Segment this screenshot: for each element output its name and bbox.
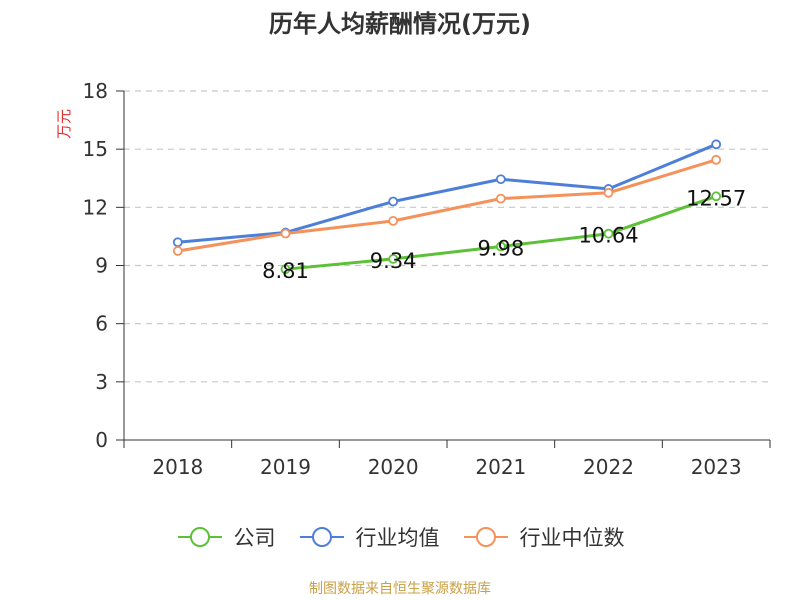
data-point xyxy=(711,154,722,165)
legend-marker-industry-median xyxy=(463,527,508,547)
legend-label-company: 公司 xyxy=(233,526,276,550)
y-tick-label: 18 xyxy=(83,79,108,103)
legend-item-company[interactable]: 公司 xyxy=(176,522,276,552)
y-tick-label: 0 xyxy=(95,428,108,452)
legend-item-industry-avg[interactable]: 行业均值 xyxy=(298,522,440,552)
data-point xyxy=(711,191,722,202)
series-line xyxy=(177,158,717,253)
data-point xyxy=(172,237,183,248)
x-tick-label: 2018 xyxy=(152,455,203,479)
data-point xyxy=(388,216,399,226)
y-tick-label: 12 xyxy=(83,195,108,219)
data-label: 10.64 xyxy=(578,224,638,248)
y-tick-label: 6 xyxy=(95,312,108,336)
legend-marker-industry-avg xyxy=(299,527,344,547)
data-label: 9.34 xyxy=(370,249,417,273)
y-tick-label: 9 xyxy=(95,254,108,278)
data-point xyxy=(603,228,614,239)
data-label: 9.98 xyxy=(477,236,524,260)
y-axis-label: 万元 xyxy=(55,109,73,139)
data-point xyxy=(388,196,399,207)
data-point xyxy=(280,264,291,275)
source-note: 制图数据来自恒生聚源数据库 xyxy=(309,581,491,597)
data-point xyxy=(388,254,399,264)
x-tick-label: 2023 xyxy=(691,455,742,479)
legend-item-industry-median[interactable]: 行业中位数 xyxy=(462,522,625,552)
y-tick-label: 3 xyxy=(95,370,108,394)
data-point xyxy=(711,139,722,150)
data-point xyxy=(495,241,506,252)
data-label: 12.57 xyxy=(686,186,746,210)
legend-label-industry-avg: 行业均值 xyxy=(355,526,440,550)
x-tick-label: 2022 xyxy=(583,455,634,479)
data-point xyxy=(495,193,506,204)
x-tick-label: 2019 xyxy=(260,455,311,479)
legend: 公司 行业均值 行业中位数 xyxy=(0,520,800,554)
data-point xyxy=(172,246,183,256)
legend-label-industry-median: 行业中位数 xyxy=(519,526,625,550)
data-label: 8.81 xyxy=(262,259,309,283)
x-tick-label: 2020 xyxy=(368,455,419,479)
y-tick-label: 15 xyxy=(83,137,108,161)
data-point xyxy=(603,187,614,198)
series-line xyxy=(177,142,717,244)
chart-title: 历年人均薪酬情况(万元) xyxy=(269,10,531,38)
x-tick-label: 2021 xyxy=(475,455,526,479)
legend-marker-company xyxy=(177,527,222,547)
data-point xyxy=(280,228,291,239)
data-point xyxy=(495,174,506,185)
